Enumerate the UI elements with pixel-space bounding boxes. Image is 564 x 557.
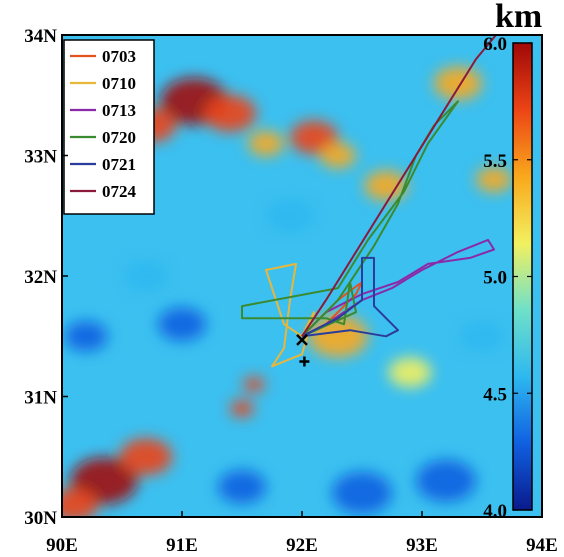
legend-label: 0710: [102, 74, 136, 93]
flight-tracks: [241, 35, 498, 368]
height-patch: [218, 470, 266, 504]
lat-tick-label: 34N: [24, 26, 57, 47]
height-patch: [124, 260, 168, 292]
height-field: [62, 46, 512, 517]
site-markers: [296, 333, 310, 367]
height-patch: [434, 66, 482, 101]
height-patch: [290, 120, 338, 155]
height-patch: [416, 459, 476, 502]
latitude-axis: 30N 31N 32N 33N 34N: [24, 26, 68, 529]
height-patch: [158, 307, 206, 342]
lon-tick-label: 91E: [166, 535, 198, 556]
height-patch: [364, 170, 408, 201]
lon-tick-label: 93E: [406, 535, 438, 556]
flight-track-4: [241, 100, 459, 338]
flight-track-3: [301, 238, 495, 338]
lon-tick-label: 94E: [526, 535, 558, 556]
colorbar: 4.0 4.5 5.0 5.5 6.0 km: [483, 0, 542, 522]
lat-tick-label: 31N: [24, 388, 57, 409]
colorbar-unit: km: [495, 0, 542, 35]
legend: 0703 0710 0713 0720 0721 0724: [63, 39, 155, 215]
colorbar-tick-label: 5.0: [483, 268, 507, 289]
height-patch: [203, 94, 257, 132]
height-patch: [119, 438, 173, 476]
legend-label: 0721: [102, 155, 136, 174]
colorbar-tick-label: 4.5: [483, 384, 507, 405]
lon-tick-label: 90E: [46, 535, 78, 556]
legend-label: 0720: [102, 128, 136, 147]
lat-tick-label: 32N: [24, 267, 57, 288]
height-patch: [266, 198, 314, 233]
height-patch: [388, 357, 432, 388]
longitude-axis: 90E 91E 92E 93E 94E: [46, 511, 558, 556]
height-patch: [476, 166, 512, 193]
flight-track-5: [301, 256, 399, 338]
lat-tick-label: 30N: [24, 508, 57, 529]
height-patch: [332, 471, 392, 514]
height-patch: [460, 321, 504, 352]
height-patch: [243, 376, 265, 393]
height-patch: [248, 130, 284, 157]
height-patch: [62, 488, 98, 517]
plus-marker: [299, 356, 310, 367]
flight-track-6: [301, 35, 498, 337]
cross-marker: [296, 333, 308, 346]
legend-label: 0724: [102, 182, 137, 201]
colorbar-tick-label: 5.5: [483, 151, 507, 172]
map-plot-area: [62, 35, 542, 517]
height-patch: [320, 142, 356, 169]
lon-tick-label: 92E: [286, 535, 318, 556]
colorbar-tick-label: 6.0: [483, 34, 507, 55]
height-patch: [64, 321, 108, 352]
legend-label: 0703: [102, 47, 136, 66]
legend-box: [63, 39, 155, 215]
lat-tick-label: 33N: [24, 147, 57, 168]
legend-label: 0713: [102, 101, 136, 120]
colorbar-tick-label: 4.0: [483, 501, 507, 522]
height-patch: [230, 400, 254, 417]
